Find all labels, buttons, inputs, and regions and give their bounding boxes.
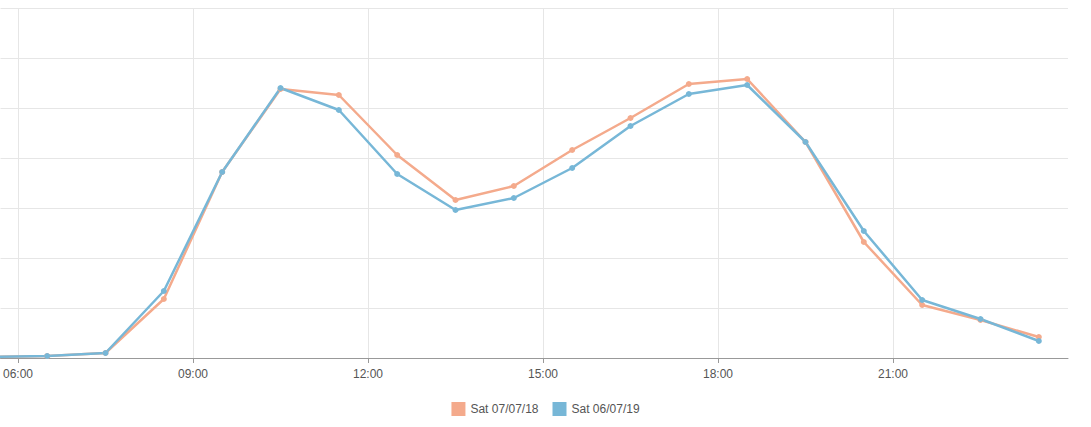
svg-text:09:00: 09:00 bbox=[178, 367, 208, 381]
svg-text:06:00: 06:00 bbox=[3, 367, 33, 381]
svg-text:Sat 07/07/18: Sat 07/07/18 bbox=[470, 402, 538, 416]
svg-text:15:00: 15:00 bbox=[528, 367, 558, 381]
svg-text:Sat 06/07/19: Sat 06/07/19 bbox=[572, 402, 640, 416]
svg-text:21:00: 21:00 bbox=[878, 367, 908, 381]
svg-text:18:00: 18:00 bbox=[703, 367, 733, 381]
svg-text:12:00: 12:00 bbox=[353, 367, 383, 381]
